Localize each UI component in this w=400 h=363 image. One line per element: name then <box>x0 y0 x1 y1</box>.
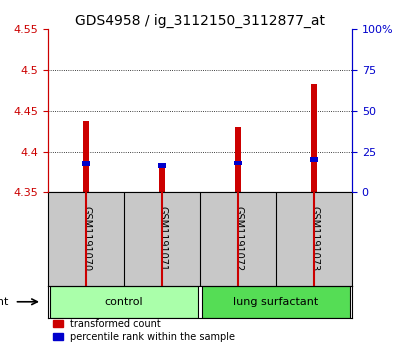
Text: control: control <box>105 297 143 307</box>
Title: GDS4958 / ig_3112150_3112877_at: GDS4958 / ig_3112150_3112877_at <box>75 14 325 28</box>
Text: GSM1191070: GSM1191070 <box>81 207 91 272</box>
Bar <box>235 127 241 192</box>
Bar <box>311 84 317 192</box>
Text: agent: agent <box>0 297 8 307</box>
Bar <box>82 161 90 166</box>
Bar <box>310 157 318 162</box>
Bar <box>234 160 242 166</box>
Bar <box>83 121 89 192</box>
Text: GSM1191073: GSM1191073 <box>309 207 319 272</box>
Bar <box>159 164 165 192</box>
Text: GSM1191071: GSM1191071 <box>157 207 167 272</box>
FancyBboxPatch shape <box>202 286 350 318</box>
Text: lung surfactant: lung surfactant <box>233 297 319 307</box>
Text: GSM1191072: GSM1191072 <box>233 207 243 272</box>
FancyBboxPatch shape <box>50 286 198 318</box>
Legend: transformed count, percentile rank within the sample: transformed count, percentile rank withi… <box>53 319 235 342</box>
Bar <box>158 163 166 168</box>
